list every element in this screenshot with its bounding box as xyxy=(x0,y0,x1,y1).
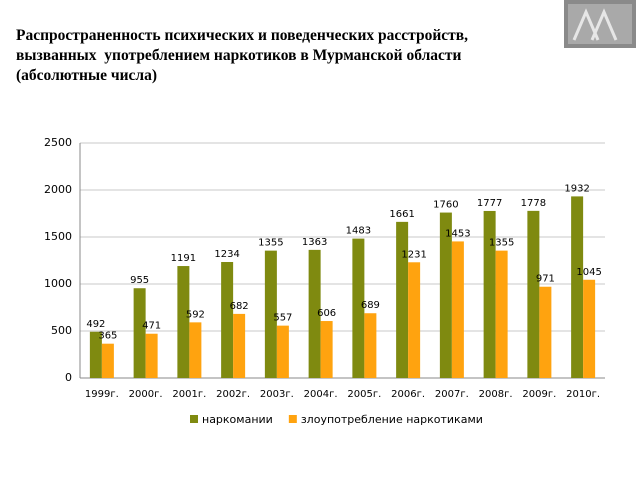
y-tick-label: 2500 xyxy=(44,136,72,149)
data-label: 557 xyxy=(273,313,292,324)
data-label: 365 xyxy=(98,331,117,342)
x-tick-label: 1999г. xyxy=(85,389,119,400)
legend-label: наркомании xyxy=(202,413,273,426)
bar xyxy=(583,279,596,378)
data-label: 1483 xyxy=(346,226,371,237)
legend-swatch xyxy=(288,415,297,423)
title-line: Распространенность психических и поведен… xyxy=(16,27,468,44)
x-tick-label: 2008г. xyxy=(479,389,513,400)
data-label: 1234 xyxy=(214,249,239,260)
data-label: 592 xyxy=(186,309,205,320)
y-tick-label: 1000 xyxy=(44,277,72,290)
bar xyxy=(233,313,246,378)
y-tick-label: 500 xyxy=(51,324,72,337)
y-tick-label: 0 xyxy=(65,371,72,384)
bar xyxy=(264,250,277,378)
data-label: 1191 xyxy=(171,253,196,264)
bar xyxy=(451,241,464,378)
bar xyxy=(133,288,146,378)
data-label: 492 xyxy=(86,319,105,330)
data-label: 971 xyxy=(536,274,555,285)
data-label: 689 xyxy=(361,300,380,311)
bar xyxy=(308,249,321,378)
data-label: 1661 xyxy=(389,209,414,220)
bar xyxy=(396,221,409,378)
bar xyxy=(320,321,333,378)
x-tick-label: 2010г. xyxy=(566,389,600,400)
x-tick-label: 2001г. xyxy=(172,389,206,400)
x-tick-label: 2007г. xyxy=(435,389,469,400)
data-label: 1777 xyxy=(477,198,502,209)
data-label: 1355 xyxy=(489,238,514,249)
title-line: вызванных употреблением наркотиков в Мур… xyxy=(16,47,462,64)
legend-swatch xyxy=(190,415,198,423)
bar xyxy=(408,262,421,378)
bar xyxy=(352,238,365,378)
bar xyxy=(364,313,377,378)
data-label: 606 xyxy=(317,308,336,319)
data-label: 471 xyxy=(142,321,161,332)
bar xyxy=(189,322,202,378)
x-tick-label: 2002г. xyxy=(216,389,250,400)
bar xyxy=(89,331,102,378)
x-tick-label: 2006г. xyxy=(391,389,425,400)
bar xyxy=(101,343,114,378)
x-tick-label: 2003г. xyxy=(260,389,294,400)
bar xyxy=(527,210,540,378)
data-label: 682 xyxy=(230,301,249,312)
bar xyxy=(145,333,158,378)
y-tick-label: 1500 xyxy=(44,230,72,243)
data-label: 1231 xyxy=(401,249,426,260)
title-line: (абсолютные числа) xyxy=(16,67,157,84)
data-label: 1045 xyxy=(576,267,601,278)
data-label: 1363 xyxy=(302,237,327,248)
bar xyxy=(276,325,289,378)
x-tick-label: 2000г. xyxy=(129,389,163,400)
bar xyxy=(221,262,234,378)
x-tick-label: 2009г. xyxy=(522,389,556,400)
bar xyxy=(483,210,496,378)
bar xyxy=(177,266,190,378)
slide-title: Распространенность психических и поведен… xyxy=(16,26,576,86)
bar xyxy=(495,250,508,378)
data-label: 955 xyxy=(130,275,149,286)
logo xyxy=(564,0,636,48)
data-label: 1760 xyxy=(433,200,458,211)
data-label: 1932 xyxy=(564,183,589,194)
y-tick-label: 2000 xyxy=(44,183,72,196)
x-tick-label: 2005г. xyxy=(347,389,381,400)
bar xyxy=(439,212,452,378)
bar xyxy=(539,286,552,378)
bar xyxy=(571,196,584,378)
x-tick-label: 2004г. xyxy=(304,389,338,400)
data-label: 1453 xyxy=(445,228,470,239)
data-label: 1355 xyxy=(258,238,283,249)
legend-label: злоупотребление наркотиками xyxy=(301,413,483,426)
data-label: 1778 xyxy=(521,198,546,209)
